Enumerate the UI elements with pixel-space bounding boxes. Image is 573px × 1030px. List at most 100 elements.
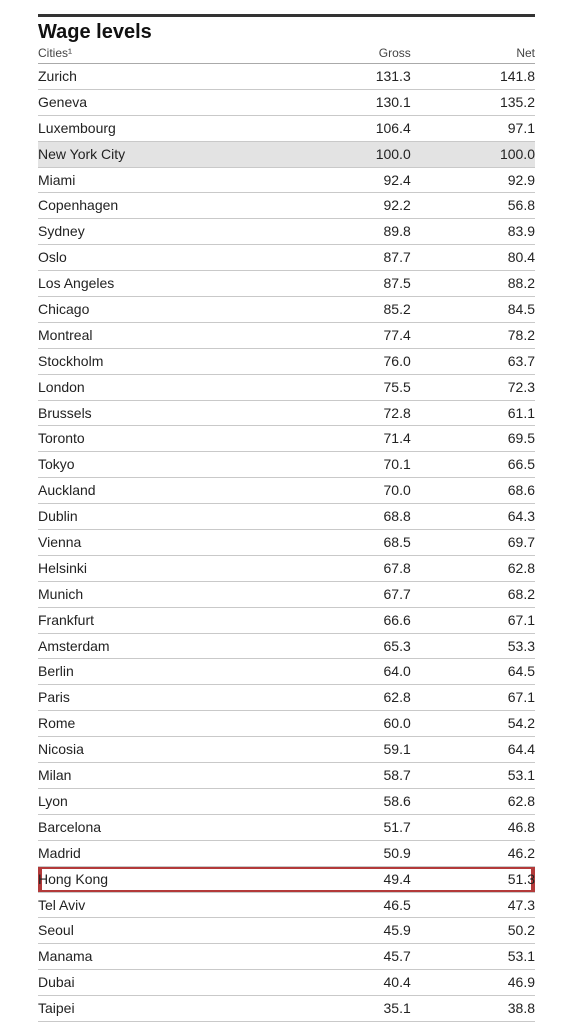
table-row: Frankfurt66.667.1 bbox=[38, 607, 535, 633]
table-row: Dubai40.446.9 bbox=[38, 970, 535, 996]
cell-net: 50.2 bbox=[411, 918, 535, 944]
cell-net: 47.3 bbox=[411, 892, 535, 918]
cell-city: Dubai bbox=[38, 970, 287, 996]
table-row: Miami92.492.9 bbox=[38, 167, 535, 193]
cell-net: 135.2 bbox=[411, 89, 535, 115]
table-header-row: Cities¹ Gross Net bbox=[38, 44, 535, 64]
table-row: Zurich131.3141.8 bbox=[38, 64, 535, 90]
cell-city: Los Angeles bbox=[38, 271, 287, 297]
table-row: Rome60.054.2 bbox=[38, 711, 535, 737]
cell-gross: 87.7 bbox=[287, 245, 411, 271]
table-row: Oslo87.780.4 bbox=[38, 245, 535, 271]
cell-net: 62.8 bbox=[411, 555, 535, 581]
table-row: Helsinki67.862.8 bbox=[38, 555, 535, 581]
cell-city: New York City bbox=[38, 141, 287, 167]
cell-city: Manama bbox=[38, 944, 287, 970]
table-row: Auckland70.068.6 bbox=[38, 478, 535, 504]
table-row: Montreal77.478.2 bbox=[38, 322, 535, 348]
cell-net: 80.4 bbox=[411, 245, 535, 271]
cell-net: 61.1 bbox=[411, 400, 535, 426]
cell-gross: 77.4 bbox=[287, 322, 411, 348]
table-row: Chicago85.284.5 bbox=[38, 297, 535, 323]
table-body: Zurich131.3141.8Geneva130.1135.2Luxembou… bbox=[38, 64, 535, 1022]
cell-city: Seoul bbox=[38, 918, 287, 944]
table-row: Paris62.867.1 bbox=[38, 685, 535, 711]
cell-net: 141.8 bbox=[411, 64, 535, 90]
cell-net: 53.3 bbox=[411, 633, 535, 659]
cell-city: Taipei bbox=[38, 996, 287, 1022]
cell-city: Nicosia bbox=[38, 737, 287, 763]
cell-gross: 35.1 bbox=[287, 996, 411, 1022]
cell-city: Munich bbox=[38, 581, 287, 607]
cell-gross: 40.4 bbox=[287, 970, 411, 996]
cell-gross: 58.6 bbox=[287, 788, 411, 814]
cell-net: 97.1 bbox=[411, 115, 535, 141]
col-header-city: Cities¹ bbox=[38, 44, 287, 64]
cell-city: Milan bbox=[38, 763, 287, 789]
cell-gross: 92.2 bbox=[287, 193, 411, 219]
cell-gross: 59.1 bbox=[287, 737, 411, 763]
cell-net: 72.3 bbox=[411, 374, 535, 400]
cell-net: 84.5 bbox=[411, 297, 535, 323]
cell-city: Copenhagen bbox=[38, 193, 287, 219]
cell-city: Geneva bbox=[38, 89, 287, 115]
cell-net: 78.2 bbox=[411, 322, 535, 348]
cell-gross: 76.0 bbox=[287, 348, 411, 374]
cell-gross: 45.9 bbox=[287, 918, 411, 944]
cell-city: Dublin bbox=[38, 504, 287, 530]
table-row: London75.572.3 bbox=[38, 374, 535, 400]
cell-gross: 106.4 bbox=[287, 115, 411, 141]
table-row: Brussels72.861.1 bbox=[38, 400, 535, 426]
cell-city: Helsinki bbox=[38, 555, 287, 581]
cell-gross: 71.4 bbox=[287, 426, 411, 452]
table-row: Seoul45.950.2 bbox=[38, 918, 535, 944]
cell-gross: 100.0 bbox=[287, 141, 411, 167]
table-row: Stockholm76.063.7 bbox=[38, 348, 535, 374]
table-row: Nicosia59.164.4 bbox=[38, 737, 535, 763]
cell-city: Chicago bbox=[38, 297, 287, 323]
cell-city: Lyon bbox=[38, 788, 287, 814]
table-row: Barcelona51.746.8 bbox=[38, 814, 535, 840]
cell-city: Luxembourg bbox=[38, 115, 287, 141]
cell-gross: 87.5 bbox=[287, 271, 411, 297]
cell-gross: 65.3 bbox=[287, 633, 411, 659]
table-row: Toronto71.469.5 bbox=[38, 426, 535, 452]
cell-city: Sydney bbox=[38, 219, 287, 245]
cell-city: Vienna bbox=[38, 530, 287, 556]
cell-gross: 92.4 bbox=[287, 167, 411, 193]
cell-net: 64.5 bbox=[411, 659, 535, 685]
cell-city: London bbox=[38, 374, 287, 400]
cell-city: Auckland bbox=[38, 478, 287, 504]
cell-net: 69.7 bbox=[411, 530, 535, 556]
cell-city: Stockholm bbox=[38, 348, 287, 374]
cell-gross: 70.0 bbox=[287, 478, 411, 504]
col-header-net: Net bbox=[411, 44, 535, 64]
cell-net: 67.1 bbox=[411, 685, 535, 711]
cell-net: 63.7 bbox=[411, 348, 535, 374]
table-row: Hong Kong49.451.3 bbox=[38, 866, 535, 892]
cell-gross: 49.4 bbox=[287, 866, 411, 892]
cell-city: Paris bbox=[38, 685, 287, 711]
cell-city: Frankfurt bbox=[38, 607, 287, 633]
col-header-gross: Gross bbox=[287, 44, 411, 64]
cell-net: 64.4 bbox=[411, 737, 535, 763]
cell-city: Toronto bbox=[38, 426, 287, 452]
table-row: Tokyo70.166.5 bbox=[38, 452, 535, 478]
cell-gross: 70.1 bbox=[287, 452, 411, 478]
cell-city: Madrid bbox=[38, 840, 287, 866]
cell-city: Miami bbox=[38, 167, 287, 193]
table-title: Wage levels bbox=[38, 14, 535, 44]
cell-net: 64.3 bbox=[411, 504, 535, 530]
cell-net: 68.6 bbox=[411, 478, 535, 504]
cell-gross: 66.6 bbox=[287, 607, 411, 633]
cell-city: Montreal bbox=[38, 322, 287, 348]
cell-gross: 72.8 bbox=[287, 400, 411, 426]
cell-net: 53.1 bbox=[411, 944, 535, 970]
cell-net: 38.8 bbox=[411, 996, 535, 1022]
cell-gross: 89.8 bbox=[287, 219, 411, 245]
wage-levels-table-container: Wage levels Cities¹ Gross Net Zurich131.… bbox=[0, 0, 573, 1030]
cell-gross: 131.3 bbox=[287, 64, 411, 90]
table-row: Dublin68.864.3 bbox=[38, 504, 535, 530]
cell-gross: 68.8 bbox=[287, 504, 411, 530]
cell-net: 69.5 bbox=[411, 426, 535, 452]
